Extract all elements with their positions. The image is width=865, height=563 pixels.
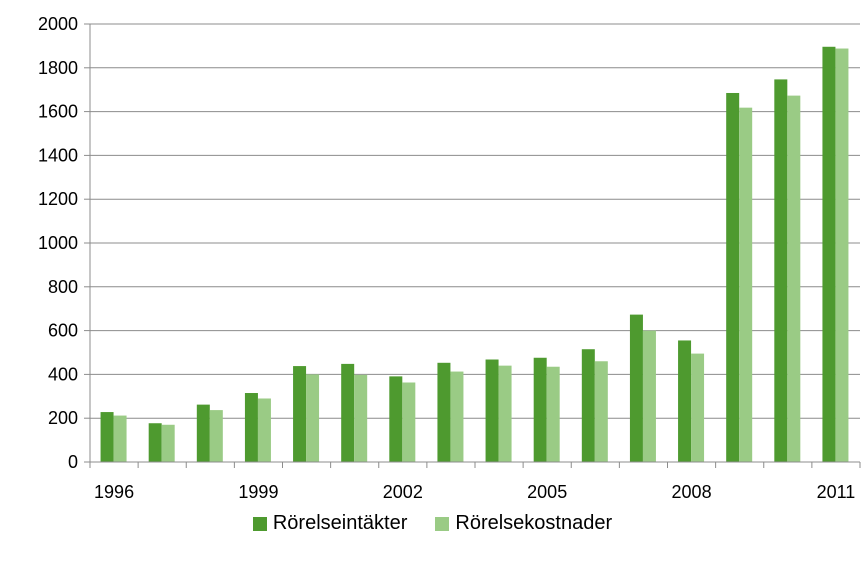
y-tick-label: 800 xyxy=(48,277,78,297)
bar-series-2 xyxy=(257,398,271,462)
bar-series-2 xyxy=(691,353,705,462)
bar-series-1 xyxy=(678,340,692,462)
bar-series-2 xyxy=(113,415,127,462)
x-tick-label: 2002 xyxy=(383,482,423,500)
legend-item-series-1: Rörelseintäkter xyxy=(252,512,408,535)
bar-series-1 xyxy=(196,404,210,462)
bar-series-1 xyxy=(533,357,547,462)
x-tick-label: 1999 xyxy=(238,482,278,500)
bar-series-2 xyxy=(787,95,801,462)
bar-series-2 xyxy=(402,382,416,462)
legend-label-series-2: Rörelsekostnader xyxy=(455,512,613,534)
y-tick-label: 1400 xyxy=(38,145,78,165)
y-tick-label: 1800 xyxy=(38,58,78,78)
bar-series-2 xyxy=(642,330,656,462)
bar-series-2 xyxy=(498,365,512,462)
bar-series-1 xyxy=(389,376,403,462)
x-tick-label: 1996 xyxy=(94,482,134,500)
bar-series-1 xyxy=(485,359,499,462)
y-tick-label: 1600 xyxy=(38,102,78,122)
y-tick-label: 200 xyxy=(48,408,78,428)
bar-series-2 xyxy=(739,107,753,463)
bar-series-2 xyxy=(161,424,175,462)
bar-series-1 xyxy=(822,46,836,462)
bar-series-2 xyxy=(306,374,320,462)
y-tick-label: 400 xyxy=(48,364,78,384)
legend: Rörelseintäkter Rörelsekostnader xyxy=(0,512,865,535)
bar-series-1 xyxy=(726,92,740,463)
legend-label-series-1: Rörelseintäkter xyxy=(272,512,408,534)
x-tick-label: 2005 xyxy=(527,482,567,500)
bar-series-1 xyxy=(100,412,114,462)
y-tick-label: 0 xyxy=(68,452,78,472)
y-tick-label: 1200 xyxy=(38,189,78,209)
bar-series-1 xyxy=(629,314,643,462)
bars xyxy=(100,46,849,463)
legend-swatch-series-2 xyxy=(435,516,450,531)
bar-series-2 xyxy=(594,361,608,462)
gridlines xyxy=(90,23,860,419)
bar-series-2 xyxy=(450,371,464,462)
y-tick-label: 2000 xyxy=(38,14,78,34)
axes xyxy=(84,23,861,468)
bar-series-1 xyxy=(293,366,307,462)
bar-series-1 xyxy=(244,393,258,462)
bar-series-1 xyxy=(148,423,162,462)
bar-series-1 xyxy=(774,79,788,463)
bar-chart: 0 200 400 600 800 1000 1200 1400 1600 1800 2000 19… xyxy=(38,14,861,500)
bar-series-1 xyxy=(341,363,355,462)
y-tick-label: 600 xyxy=(48,321,78,341)
legend-item-series-2: Rörelsekostnader xyxy=(435,512,612,535)
x-tick-label: 2008 xyxy=(672,482,712,500)
y-axis-labels: 0 200 400 600 800 1000 1200 1400 1600 1800 2000 xyxy=(38,14,78,472)
bar-series-2 xyxy=(209,410,223,462)
bar-series-2 xyxy=(546,366,560,462)
x-tick-label: 2011 xyxy=(817,482,856,500)
legend-swatch-series-1 xyxy=(252,516,267,531)
bar-series-2 xyxy=(354,374,368,462)
y-tick-label: 1000 xyxy=(38,233,78,253)
bar-series-2 xyxy=(835,48,849,462)
bar-series-1 xyxy=(581,349,595,462)
bar-series-1 xyxy=(437,362,451,462)
x-axis-labels: 1996 1999 2002 2005 2008 2011 xyxy=(94,482,855,500)
